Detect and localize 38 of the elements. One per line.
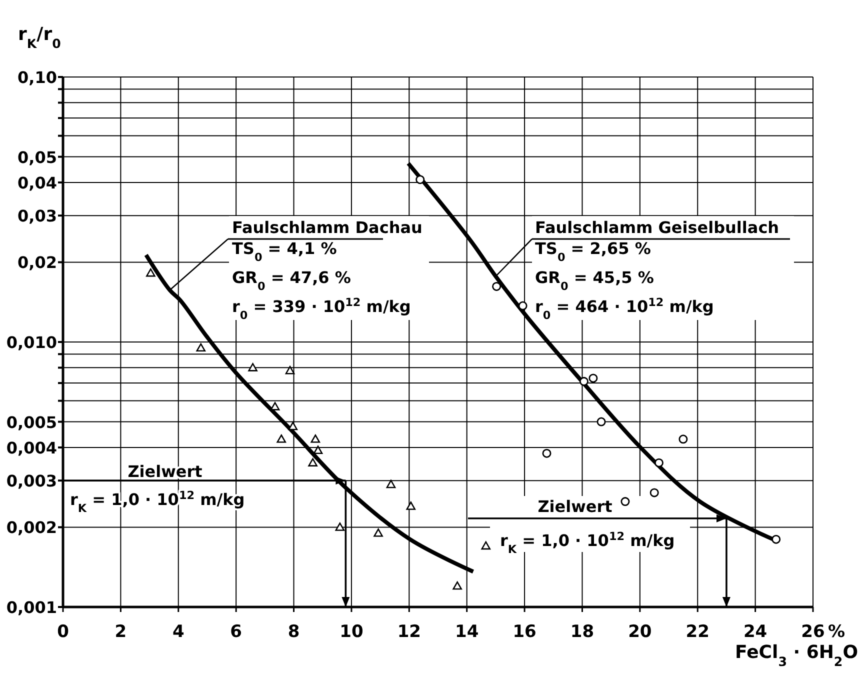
x-tick-label: 6 xyxy=(230,622,242,642)
y-tick-label: 0,02 xyxy=(18,253,57,272)
y-tick-label: 0,002 xyxy=(6,518,57,538)
y-tick-label: 0,003 xyxy=(6,472,57,491)
annotation: TS$_{0}$ = 4,1 % xyxy=(232,239,337,264)
text: Faulschlamm Geiselbullach xyxy=(535,218,780,237)
annotation: TS$_{0}$ = 2,65 % xyxy=(535,239,651,264)
text: Faulschlamm Dachau xyxy=(232,218,422,237)
x-tick-label: 2 xyxy=(114,622,127,642)
x-tick-label: 8 xyxy=(288,622,300,642)
y-tick-label: 0,05 xyxy=(18,148,57,167)
x-tick-label: 4 xyxy=(172,622,184,642)
x-tick-label: 18 xyxy=(570,622,594,642)
x-tick-label: 20 xyxy=(628,622,652,642)
annotation: GR$_{0}$ = 45,5 % xyxy=(535,268,654,292)
x-tick-label: 24 xyxy=(743,622,768,642)
y-tick-label: 0,03 xyxy=(18,206,57,226)
x-tick-label: 14 xyxy=(455,622,479,642)
y-tick-label: 0,04 xyxy=(18,173,57,192)
x-axis-title: FeCl$_{3}$ · 6H$_{2}$O xyxy=(735,642,858,668)
x-tick-label: 0 xyxy=(57,622,70,642)
x-tick-label: 12 xyxy=(397,622,421,642)
x-tick-label: 16 xyxy=(512,622,536,642)
annotation: r$_{0}$ = 339 · 10$^{12}$ m/kg xyxy=(232,296,411,322)
x-tick-label: 10 xyxy=(340,622,364,642)
y-tick-label: 0,004 xyxy=(6,438,57,458)
annotation: r$_{0}$ = 464 · 10$^{12}$ m/kg xyxy=(535,296,714,322)
y-axis-title: r$_{K}$/r$_{0}$ xyxy=(18,24,62,50)
y-tick-label: 0,010 xyxy=(6,333,57,352)
x-tick-label: 22 xyxy=(686,622,710,642)
annotation: r$_{K}$ = 1,0 · 10$^{12}$ m/kg xyxy=(500,530,675,556)
y-tick-label: 0,001 xyxy=(6,598,57,617)
y-tick-label: 0,005 xyxy=(6,412,57,432)
x-tick-label: 26 xyxy=(801,622,825,642)
ref-line-label: Zielwert xyxy=(538,497,613,516)
y-tick-label: 0,10 xyxy=(18,68,57,87)
text: % xyxy=(828,622,846,642)
annotation: GR$_{0}$ = 47,6 % xyxy=(232,268,351,292)
